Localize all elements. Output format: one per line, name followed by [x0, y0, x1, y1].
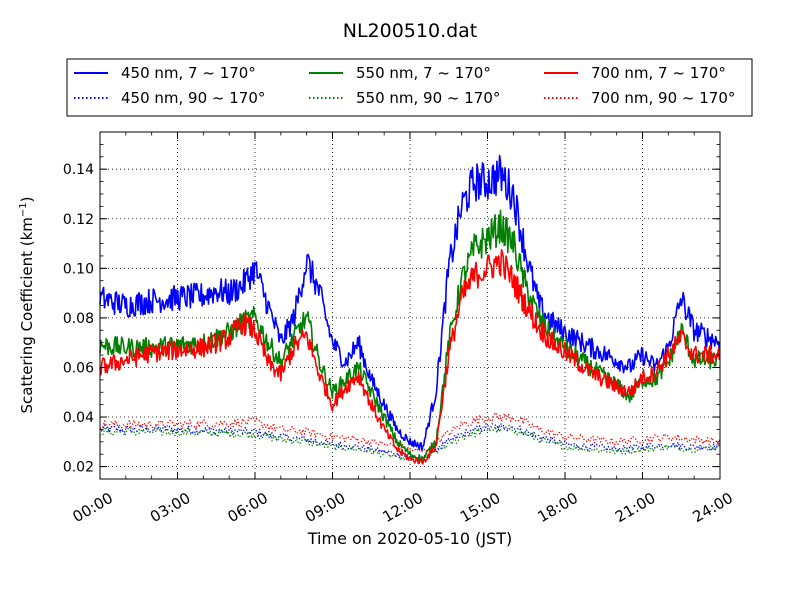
- y-tick-label: 0.10: [63, 261, 94, 277]
- legend-label: 450 nm, 90 ~ 170°: [121, 89, 265, 107]
- series-line: [99, 423, 721, 460]
- series-line: [99, 249, 721, 465]
- legend-label: 450 nm, 7 ~ 170°: [121, 64, 256, 82]
- series-line: [99, 154, 721, 452]
- y-tick-label: 0.04: [63, 410, 94, 426]
- y-tick-label: 0.06: [63, 360, 94, 376]
- legend-frame: [66, 58, 753, 117]
- plot-area: [99, 154, 721, 465]
- x-axis-label: Time on 2020-05-10 (JST): [307, 529, 512, 548]
- gridlines: [100, 132, 720, 479]
- y-axis-label-close: ): [18, 196, 36, 202]
- y-axis-label-main: Scattering Coefficient (km: [18, 217, 36, 413]
- legend: 450 nm, 7 ~ 170° 450 nm, 90 ~ 170° 550 nm,…: [66, 58, 753, 117]
- legend-label: 700 nm, 7 ~ 170°: [591, 64, 726, 82]
- legend-label: 550 nm, 90 ~ 170°: [356, 89, 500, 107]
- y-axis-label: Scattering Coefficient (km−1): [18, 196, 36, 413]
- chart-title: NL200510.dat: [343, 20, 478, 42]
- y-tick-label: 0.08: [63, 311, 94, 327]
- y-tick-label: 0.14: [63, 162, 94, 178]
- legend-label: 550 nm, 7 ~ 170°: [356, 64, 491, 82]
- y-tick-label: 0.02: [63, 460, 94, 476]
- series-line: [99, 411, 721, 453]
- y-axis-label-exponent: −1: [18, 202, 29, 217]
- legend-label: 700 nm, 90 ~ 170°: [591, 89, 735, 107]
- y-tick-label: 0.12: [63, 212, 94, 228]
- series-line: [99, 424, 721, 464]
